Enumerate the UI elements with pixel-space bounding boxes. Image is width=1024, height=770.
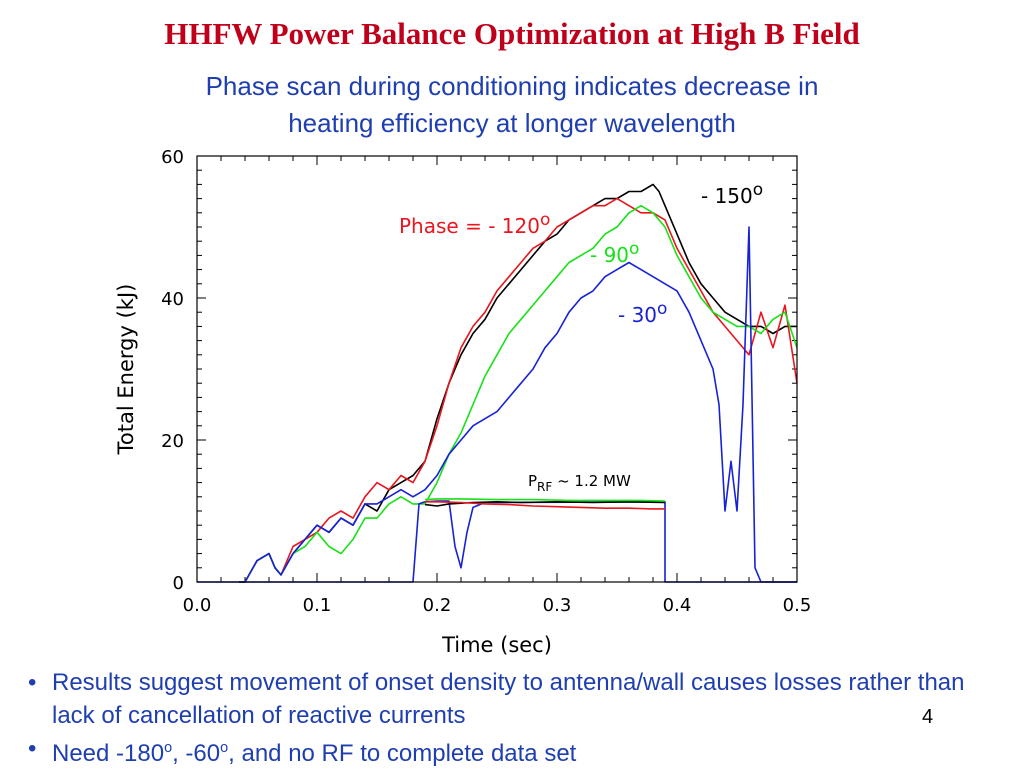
x-axis-label: Time (sec): [441, 633, 552, 657]
y-tick-label: 60: [161, 147, 184, 168]
y-tick-label: 20: [161, 431, 184, 452]
bullet-2-sup-2: o: [220, 740, 229, 756]
x-tick-label: 0.2: [423, 595, 452, 616]
slide-subtitle: Phase scan during conditioning indicates…: [0, 68, 1024, 142]
subtitle-line-2: heating efficiency at longer wavelength: [288, 108, 736, 138]
bullet-2-sup-1: o: [164, 740, 173, 756]
page-number: 4: [922, 706, 934, 728]
annotation-phase-minus-120: Phase = - 120o: [399, 210, 550, 238]
prf-label: PRF ~ 1.2 MW: [528, 472, 631, 494]
x-tick-label: 0.3: [543, 595, 572, 616]
annotation-phase-minus-30: - 30o: [618, 299, 667, 327]
series-line--90: [239, 204, 798, 583]
slide-title: HHFW Power Balance Optimization at High …: [164, 16, 860, 51]
series-line-prf-black: [424, 500, 666, 507]
energy-chart: 0.0 0.1 0.2 0.3 0.4 0.5 0 20 40 60 Time (sec) Total…: [114, 147, 812, 657]
x-tick-label: 0.1: [303, 595, 332, 616]
y-tick-label: 0: [173, 573, 184, 594]
annotation-phase-minus-150: - 150o: [701, 180, 763, 208]
bullet-2-mid: , -60: [172, 740, 221, 767]
series-line-prf-green: [424, 498, 666, 502]
bullet-list: Results suggest movement of onset densit…: [28, 666, 1008, 770]
series-line--120: [239, 197, 798, 583]
bullet-2-suffix: , and no RF to complete data set: [228, 740, 577, 767]
bullet-item-2: Need -180o, -60o, and no RF to complete …: [28, 732, 1008, 770]
subtitle-line-1: Phase scan during conditioning indicates…: [205, 71, 819, 101]
plot-frame: [196, 155, 798, 583]
bullet-item-1: Results suggest movement of onset densit…: [28, 666, 1008, 732]
x-tick-label: 0.4: [663, 595, 692, 616]
y-tick-label: 40: [161, 289, 184, 310]
series-line--150: [239, 183, 797, 583]
x-tick-label: 0.0: [183, 595, 212, 616]
series-line--30: [239, 226, 797, 583]
bullet-2-prefix: Need -180: [52, 740, 165, 767]
x-tick-label: 0.5: [783, 595, 812, 616]
annotation-phase-minus-90: - 90o: [590, 239, 639, 267]
series-line-prf-red: [425, 500, 665, 510]
series-line-prf-blue: [197, 500, 797, 583]
y-axis-label: Total Energy (kJ): [114, 284, 138, 456]
